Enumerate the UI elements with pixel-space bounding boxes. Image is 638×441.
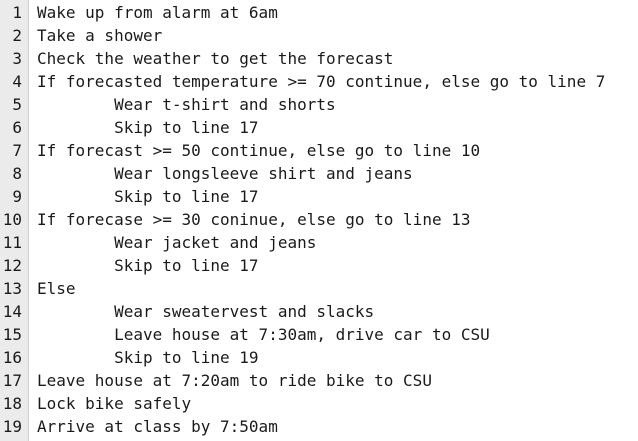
- line-number: 14: [2, 302, 22, 321]
- code-line[interactable]: Skip to line 17: [37, 187, 259, 206]
- code-line[interactable]: Leave house at 7:20am to ride bike to CS…: [37, 371, 432, 390]
- line-number: 11: [2, 233, 22, 252]
- code-content[interactable]: Wake up from alarm at 6am Take a shower …: [29, 0, 638, 441]
- line-number: 6: [12, 118, 22, 137]
- line-number: 19: [2, 417, 22, 436]
- line-number: 4: [12, 72, 22, 91]
- line-number: 16: [2, 348, 22, 367]
- code-line[interactable]: Wake up from alarm at 6am: [37, 3, 278, 22]
- line-number: 5: [12, 95, 22, 114]
- line-number: 7: [12, 141, 22, 160]
- code-line[interactable]: Arrive at class by 7:50am: [37, 417, 278, 436]
- code-line[interactable]: Else: [37, 279, 76, 298]
- code-line[interactable]: Wear jacket and jeans: [37, 233, 317, 252]
- code-line[interactable]: Wear longsleeve shirt and jeans: [37, 164, 413, 183]
- code-line[interactable]: Check the weather to get the forecast: [37, 49, 394, 68]
- line-number-gutter: 1 2 3 4 5 6 7 8 9 10 11 12 13 14 15 16 1…: [0, 0, 29, 441]
- line-number: 3: [12, 49, 22, 68]
- line-number: 13: [2, 279, 22, 298]
- line-number: 9: [12, 187, 22, 206]
- code-line[interactable]: Wear t-shirt and shorts: [37, 95, 336, 114]
- line-number: 12: [2, 256, 22, 275]
- code-line[interactable]: Skip to line 19: [37, 348, 259, 367]
- line-number: 2: [12, 26, 22, 45]
- code-line[interactable]: Lock bike safely: [37, 394, 192, 413]
- line-number: 10: [2, 210, 22, 229]
- code-line[interactable]: If forecasted temperature >= 70 continue…: [37, 72, 606, 91]
- line-number: 15: [2, 325, 22, 344]
- code-line[interactable]: If forecast >= 50 continue, else go to l…: [37, 141, 481, 160]
- code-line[interactable]: If forecase >= 30 coninue, else go to li…: [37, 210, 471, 229]
- line-number: 18: [2, 394, 22, 413]
- code-line[interactable]: Skip to line 17: [37, 118, 259, 137]
- code-line[interactable]: Skip to line 17: [37, 256, 259, 275]
- code-line[interactable]: Take a shower: [37, 26, 163, 45]
- line-number: 17: [2, 371, 22, 390]
- code-line[interactable]: Leave house at 7:30am, drive car to CSU: [37, 325, 490, 344]
- line-number: 8: [12, 164, 22, 183]
- code-line[interactable]: Wear sweatervest and slacks: [37, 302, 375, 321]
- line-number: 1: [12, 3, 22, 22]
